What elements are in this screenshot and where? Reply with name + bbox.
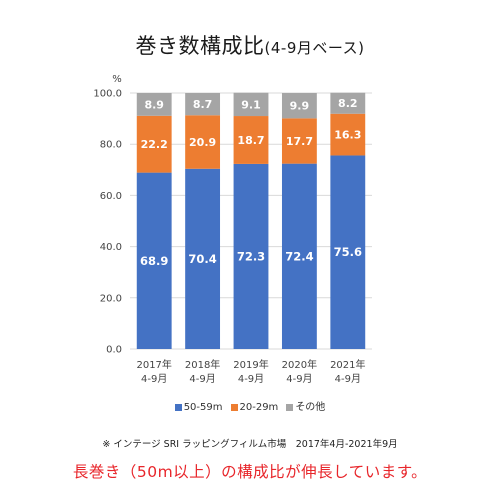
- x-tick-label: 4-9月: [141, 373, 167, 385]
- x-tick-label: 2019年: [233, 358, 268, 371]
- x-tick-label: 2017年: [136, 358, 171, 371]
- legend-label: 20-29m: [239, 402, 279, 413]
- bar-segment: [185, 93, 221, 116]
- x-tick-label: 2021年: [330, 358, 365, 371]
- data-label: 8.2: [338, 97, 358, 110]
- y-tick-label: 20.0: [100, 293, 122, 304]
- data-label: 18.7: [237, 134, 264, 147]
- x-tick-label: 4-9月: [335, 373, 361, 385]
- stacked-bar-chart: 0.0 20.0 40.0 60.0 80.0 100.0% 68.9 22.2 8.9 2017…: [93, 74, 372, 385]
- data-label: 16.3: [334, 129, 361, 142]
- legend-item: 20-29m: [230, 402, 279, 413]
- legend-item: 50-59m: [174, 402, 223, 413]
- bar-segment: [185, 115, 221, 169]
- bar-segment: [330, 155, 366, 349]
- y-tick-label: 0.0: [106, 345, 122, 356]
- legend-swatch: [174, 403, 182, 411]
- bar-segment: [136, 93, 172, 116]
- y-tick-label: 60.0: [100, 191, 122, 202]
- source-note: ※ インテージ SRI ラッピングフィルム市場 2017年4月-2021年9月: [102, 439, 398, 450]
- bar-segment: [330, 92, 366, 114]
- data-label: 68.9: [140, 254, 168, 268]
- legend-label: その他: [295, 402, 326, 413]
- x-tick-label: 4-9月: [189, 373, 215, 385]
- bar-segment: [330, 113, 366, 156]
- data-label: 72.3: [237, 249, 265, 263]
- x-tick-label: 4-9月: [286, 373, 312, 385]
- chart-title-main: 巻き数構成比: [135, 34, 265, 58]
- bar-segment: [136, 115, 172, 173]
- legend-label: 50-59m: [183, 402, 223, 413]
- data-label: 8.9: [144, 98, 164, 111]
- bar-segment: [136, 172, 172, 349]
- bar-segment: [281, 163, 317, 349]
- chart-title: 巻き数構成比(4-9月ベース): [0, 30, 500, 60]
- bar-segment: [185, 168, 221, 349]
- data-label: 17.7: [286, 135, 313, 148]
- caption-text: 長巻き（50m以上）の構成比が伸長しています。: [72, 463, 428, 481]
- data-label: 9.9: [290, 100, 310, 113]
- bar-segment: [233, 92, 269, 117]
- bar-segment: [281, 118, 317, 164]
- y-axis-unit: %: [112, 74, 122, 85]
- data-label: 9.1: [241, 98, 261, 111]
- data-label: 8.7: [193, 98, 213, 111]
- x-tick-label: 4-9月: [238, 373, 264, 385]
- chart-legend: 50-59m 20-29m その他: [0, 398, 500, 413]
- legend-swatch: [286, 403, 294, 411]
- x-tick-label: 2018年: [185, 358, 220, 371]
- y-tick-label: 100.0: [93, 89, 122, 100]
- y-tick-label: 80.0: [100, 140, 122, 151]
- data-label: 22.2: [141, 138, 168, 151]
- x-tick-label: 2020年: [282, 358, 317, 371]
- bar-segment: [281, 93, 317, 119]
- data-label: 72.4: [285, 249, 313, 263]
- bar-segment: [233, 116, 269, 164]
- y-tick-label: 40.0: [100, 242, 122, 253]
- data-label: 75.6: [334, 245, 362, 259]
- legend-item: その他: [286, 398, 325, 413]
- bar-segment: [233, 163, 269, 349]
- chart-title-sub: (4-9月ベース): [264, 39, 365, 57]
- data-label: 20.9: [189, 136, 216, 149]
- data-label: 70.4: [188, 252, 216, 266]
- legend-swatch: [230, 403, 238, 411]
